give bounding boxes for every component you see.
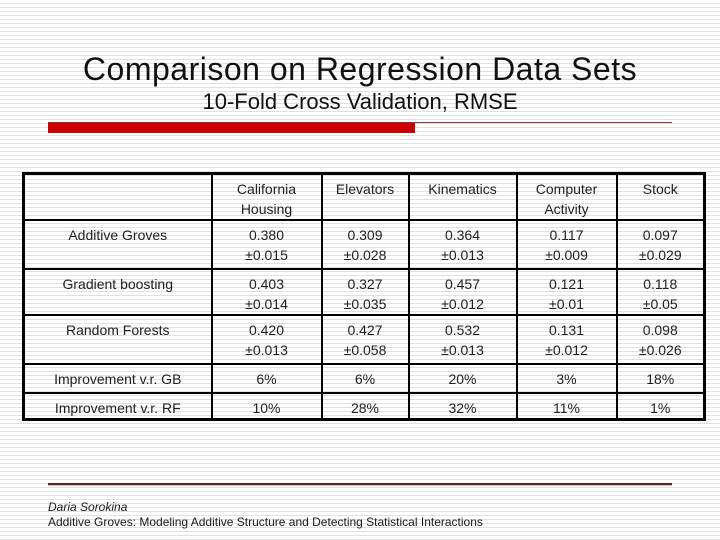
error-value: ±0.013 — [441, 342, 484, 358]
value-cell: 0.121 ±0.01 — [515, 268, 618, 316]
value-cell: 18% — [615, 363, 706, 394]
value-cell: 0.427 ±0.058 — [320, 314, 410, 365]
header-cell-california-housing: California Housing — [210, 172, 323, 221]
value-cell: 0.532 ±0.013 — [407, 314, 518, 365]
value: 0.118 — [643, 276, 678, 292]
value-cell: 0.097 ±0.029 — [615, 219, 706, 270]
table-row-gradient-boosting: Gradient boosting 0.403 ±0.014 0.327 ±0.… — [22, 268, 706, 316]
value-cell: 32% — [407, 392, 518, 421]
table-row-improvement-rf: Improvement v.r. RF 10% 28% 32% 11% 1% — [22, 392, 706, 421]
header-cell-kinematics: Kinematics — [407, 172, 518, 221]
comparison-table: California Housing Elevators Kinematics … — [22, 172, 706, 421]
table-row-additive-groves: Additive Groves 0.380 ±0.015 0.309 ±0.02… — [22, 219, 706, 270]
header-cell-stock: Stock — [615, 172, 706, 221]
table-row-improvement-gb: Improvement v.r. GB 6% 6% 20% 3% 18% — [22, 363, 706, 394]
value-cell: 0.457 ±0.012 — [407, 268, 518, 316]
row-label-cell: Improvement v.r. GB — [22, 363, 213, 394]
row-label-cell: Additive Groves — [22, 219, 213, 270]
value-cell: 11% — [515, 392, 618, 421]
error-value: ±0.009 — [545, 247, 588, 263]
value-cell: 0.364 ±0.013 — [407, 219, 518, 270]
value-cell: 0.117 ±0.009 — [515, 219, 618, 270]
value: 0.131 — [548, 322, 585, 338]
value: 11% — [553, 400, 580, 416]
value-cell: 0.327 ±0.035 — [320, 268, 410, 316]
value-cell: 0.420 ±0.013 — [210, 314, 323, 365]
value: 0.121 — [548, 276, 585, 292]
value: 0.532 — [444, 322, 481, 338]
value-cell: 28% — [320, 392, 410, 421]
value: 0.309 — [347, 227, 383, 243]
row-label-cell: Random Forests — [22, 314, 213, 365]
error-value: ±0.01 — [549, 296, 584, 312]
value: 0.420 — [248, 322, 285, 338]
value: 0.117 — [549, 227, 584, 243]
error-value: ±0.015 — [245, 247, 288, 263]
value-cell: 6% — [210, 363, 323, 394]
value-cell: 0.118 ±0.05 — [615, 268, 706, 316]
value: 0.427 — [347, 322, 383, 338]
error-value: ±0.026 — [638, 342, 682, 358]
header-cell-computer-activity: Computer Activity — [515, 172, 618, 221]
slide-subtitle: 10-Fold Cross Validation, RMSE — [202, 89, 518, 114]
value: 3% — [556, 371, 577, 387]
value: 0.380 — [248, 227, 285, 243]
header-cell-blank — [22, 172, 213, 221]
error-value: ±0.012 — [441, 296, 484, 312]
value: 20% — [448, 371, 477, 387]
error-value: ±0.029 — [638, 247, 682, 263]
title-underline-bar — [48, 123, 415, 133]
error-value: ±0.028 — [343, 247, 387, 263]
header-cell-elevators: Elevators — [320, 172, 410, 221]
value: 10% — [252, 400, 281, 416]
value-cell: 3% — [515, 363, 618, 394]
footer-reference: Additive Groves: Modeling Additive Struc… — [48, 515, 483, 529]
footer-divider — [48, 483, 672, 486]
value-cell: 20% — [407, 363, 518, 394]
value: 6% — [354, 371, 376, 387]
value: 32% — [448, 400, 477, 416]
value: 18% — [646, 371, 675, 387]
value: 1% — [650, 400, 671, 416]
value: 0.098 — [642, 322, 678, 338]
value: 0.097 — [642, 227, 678, 243]
row-label-cell: Gradient boosting — [22, 268, 213, 316]
error-value: ±0.035 — [343, 296, 387, 312]
value-cell: 6% — [320, 363, 410, 394]
value-cell: 0.403 ±0.014 — [210, 268, 323, 316]
value: 0.327 — [347, 276, 383, 292]
value: 6% — [256, 371, 277, 387]
value-cell: 0.309 ±0.028 — [320, 219, 410, 270]
value-cell: 0.380 ±0.015 — [210, 219, 323, 270]
error-value: ±0.058 — [343, 342, 387, 358]
value-cell: 1% — [615, 392, 706, 421]
error-value: ±0.014 — [245, 296, 288, 312]
error-value: ±0.012 — [545, 342, 588, 358]
value: 0.403 — [248, 276, 285, 292]
error-value: ±0.013 — [441, 247, 484, 263]
value: 28% — [350, 400, 380, 416]
value-cell: 0.098 ±0.026 — [615, 314, 706, 365]
footer-author: Daria Sorokina — [48, 500, 128, 514]
table-row-random-forests: Random Forests 0.420 ±0.013 0.427 ±0.058… — [22, 314, 706, 365]
title-underline-line — [48, 122, 672, 123]
value: 0.457 — [444, 276, 481, 292]
error-value: ±0.013 — [245, 342, 288, 358]
value-cell: 0.131 ±0.012 — [515, 314, 618, 365]
slide-title: Comparison on Regression Data Sets — [82, 51, 638, 87]
error-value: ±0.05 — [642, 296, 678, 312]
row-label-cell: Improvement v.r. RF — [22, 392, 213, 421]
value: 0.364 — [444, 227, 481, 243]
table-header-row: California Housing Elevators Kinematics … — [22, 172, 706, 221]
value-cell: 10% — [210, 392, 323, 421]
